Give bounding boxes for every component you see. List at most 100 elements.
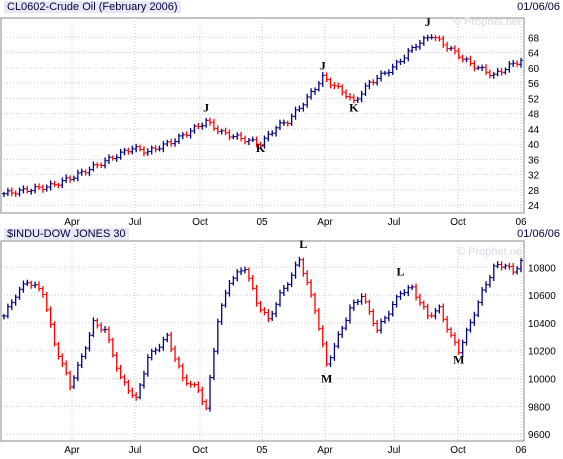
price-bar (122, 374, 127, 386)
price-bar (507, 262, 512, 270)
price-bar (52, 180, 57, 188)
y-tick-label: 44 (528, 125, 540, 136)
price-bar (71, 375, 76, 390)
price-bar (375, 319, 380, 334)
price-bar (379, 318, 384, 334)
price-bar (472, 311, 477, 326)
price-bar (106, 154, 111, 164)
price-bar (336, 331, 341, 349)
price-bar (239, 131, 244, 142)
price-bar (56, 182, 61, 189)
price-bar (293, 106, 298, 120)
price-bar (44, 291, 49, 312)
price-bar (173, 138, 178, 147)
price-bar (468, 55, 473, 67)
price-bar (223, 289, 228, 308)
price-bar (153, 347, 158, 355)
pattern-label: L (396, 265, 404, 279)
dow-jones-chart: 9600 9800 10000 10200 10400 10600 10800 Apr Jul O… (0, 237, 556, 456)
price-bar (285, 120, 290, 127)
price-bar (519, 58, 523, 68)
price-bar (484, 64, 489, 76)
price-bar (95, 162, 100, 169)
price-bar (211, 118, 216, 131)
price-bar (452, 45, 457, 55)
price-bar (250, 136, 255, 143)
dow-jones-watermark: © Prophet.net (457, 246, 526, 258)
price-bar (289, 113, 294, 126)
price-bar (33, 281, 38, 289)
price-bar (83, 346, 88, 360)
price-bar (130, 145, 135, 155)
price-bar (491, 71, 496, 79)
price-bar (406, 284, 411, 297)
x-tick-label: 06 (515, 445, 527, 456)
price-bar (180, 363, 185, 382)
price-bar (134, 143, 139, 153)
price-bar (437, 35, 442, 42)
price-bar (390, 63, 395, 75)
price-bar (145, 354, 150, 377)
x-tick-label: Jul (388, 445, 401, 456)
price-bar (184, 131, 189, 138)
price-bar (141, 370, 146, 389)
price-bar (91, 317, 96, 338)
price-bar (519, 258, 523, 273)
price-bar (437, 304, 442, 314)
price-bar (180, 132, 185, 140)
price-bar (196, 381, 201, 393)
price-bar (487, 274, 492, 288)
price-bar (79, 353, 84, 369)
price-bar (200, 122, 205, 130)
price-bar (499, 261, 504, 271)
price-bar (340, 325, 345, 338)
y-tick-label: 56 (528, 79, 540, 90)
price-bar (258, 300, 263, 313)
price-bar (495, 261, 500, 269)
x-tick-label: Jul (129, 217, 142, 227)
price-bar (270, 130, 275, 137)
price-bar (13, 294, 18, 306)
price-bar (487, 69, 492, 79)
price-bar (414, 43, 419, 51)
price-bar (507, 60, 512, 73)
price-bar (367, 79, 372, 90)
price-bar (262, 135, 267, 149)
price-bar (223, 127, 228, 136)
price-bar (301, 257, 306, 277)
price-bar (344, 89, 349, 99)
price-bar (281, 119, 286, 126)
price-bar (243, 135, 248, 145)
price-bar (83, 169, 88, 176)
price-bar (64, 360, 69, 376)
price-bar (355, 96, 360, 103)
price-bar (312, 87, 317, 95)
price-bar (29, 280, 34, 289)
price-bar (511, 59, 516, 67)
price-bar (122, 147, 127, 156)
y-tick-label: 10400 (528, 319, 556, 330)
y-tick-label: 24 (528, 201, 540, 212)
price-bar (336, 82, 341, 89)
price-bar (367, 299, 372, 315)
y-tick-label: 10600 (528, 291, 556, 302)
price-bar (40, 286, 45, 298)
price-bar (472, 60, 477, 72)
crude-oil-watermark: © Prophet.net (453, 16, 522, 28)
pattern-label: M (321, 372, 332, 386)
price-bar (254, 284, 259, 307)
price-bar (87, 332, 92, 352)
price-bar (141, 146, 146, 157)
x-tick-label: Apr (317, 217, 333, 227)
price-bar (5, 187, 10, 197)
price-bar (398, 58, 403, 66)
price-bar (145, 148, 150, 156)
price-bar (511, 263, 516, 276)
price-bar (21, 185, 26, 194)
price-bar (161, 336, 166, 351)
price-bar (56, 342, 61, 360)
price-bar (266, 308, 271, 323)
price-bar (219, 303, 224, 325)
price-bar (68, 175, 73, 183)
price-bar (332, 342, 337, 361)
